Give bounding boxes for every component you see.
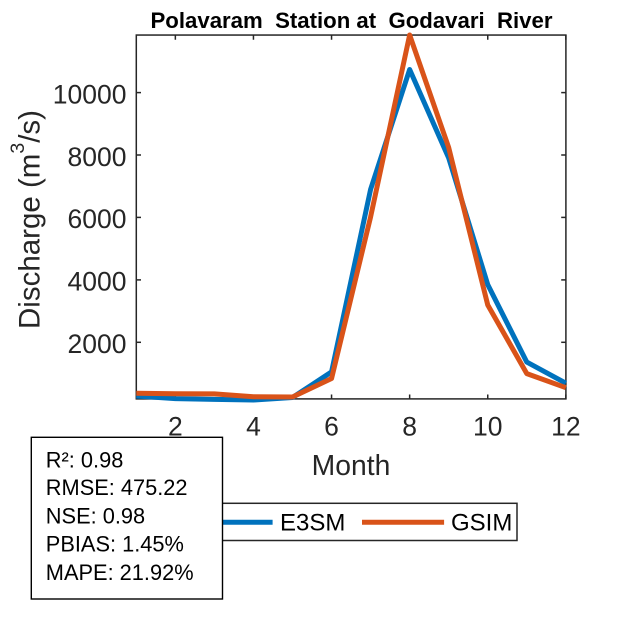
svg-text:4: 4 [246,412,261,442]
svg-text:PBIAS: 1.45%: PBIAS: 1.45% [46,532,184,557]
svg-text:E3SM: E3SM [280,510,345,537]
svg-text:RMSE: 475.22: RMSE: 475.22 [46,475,188,500]
svg-text:Discharge (m3/s): Discharge (m3/s) [7,110,47,329]
svg-text:2: 2 [168,412,183,442]
svg-text:8: 8 [402,412,417,442]
svg-text:6: 6 [324,412,339,442]
svg-text:10000: 10000 [53,79,127,109]
svg-text:GSIM: GSIM [451,510,512,537]
svg-text:2000: 2000 [68,329,127,359]
svg-text:10: 10 [473,412,502,442]
svg-text:MAPE: 21.92%: MAPE: 21.92% [46,560,194,585]
svg-text:8000: 8000 [68,142,127,172]
svg-text:R²: 0.98: R²: 0.98 [46,448,124,473]
svg-text:4000: 4000 [68,267,127,297]
svg-text:12: 12 [551,412,580,442]
svg-text:6000: 6000 [68,204,127,234]
svg-text:Month: Month [312,449,391,481]
svg-text:Polavaram Station at Godavar: Polavaram Station at Godavari River [151,8,553,33]
svg-text:NSE: 0.98: NSE: 0.98 [46,503,145,528]
